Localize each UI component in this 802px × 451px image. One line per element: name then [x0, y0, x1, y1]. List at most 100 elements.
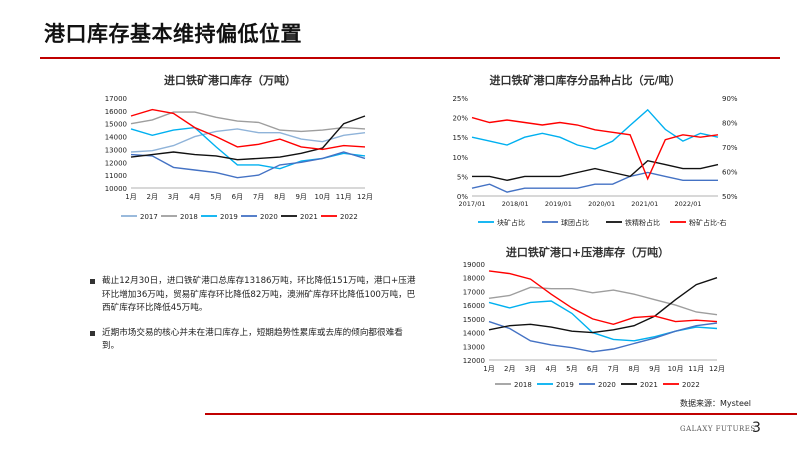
y-tick-label-right: 80%: [722, 120, 738, 128]
chart-share: 0% 5% 10% 15% 20% 25% 50% 60% 70% 80% 90% 2017/01 20…: [452, 95, 738, 227]
page-number: 3: [752, 420, 761, 436]
x-tick-label: 2017/01: [458, 200, 485, 208]
legend-label: 2017: [140, 213, 158, 221]
legend-label: 2018: [514, 381, 532, 389]
y-tick-label: 10000: [105, 185, 127, 193]
x-tick-label: 2月: [504, 365, 515, 373]
x-tick-label: 2022/01: [674, 200, 701, 208]
legend-label: 2019: [556, 381, 574, 389]
legend-label: 粉矿占比-右: [689, 218, 727, 227]
y-tick-label: 17000: [105, 95, 127, 103]
y-tick-label: 19000: [463, 261, 485, 269]
x-tick-label: 2月: [147, 193, 158, 201]
footer-divider: [205, 413, 797, 415]
series-line: [130, 128, 366, 153]
series-line: [130, 115, 366, 161]
y-tick-label: 16000: [105, 108, 127, 116]
y-tick-label-right: 70%: [722, 144, 738, 152]
series-line: [471, 108, 719, 150]
x-tick-label: 4月: [189, 193, 200, 201]
series-line: [488, 270, 718, 326]
legend-label: 2021: [640, 381, 658, 389]
y-tick-label: 15000: [463, 316, 485, 324]
x-tick-label: 2020/01: [588, 200, 615, 208]
series-line: [472, 159, 719, 182]
series-line: [130, 108, 366, 151]
y-tick-label: 17000: [463, 288, 485, 296]
y-tick-label: 14000: [463, 330, 485, 338]
title-divider: [40, 57, 780, 59]
chart3-title: 进口铁矿港口+压港库存（万吨）: [505, 246, 670, 259]
x-tick-label: 11月: [688, 365, 704, 373]
x-tick-label: 7月: [253, 193, 264, 201]
footer-brand: GALAXY FUTURES: [680, 425, 756, 433]
chart-inventory: 10000 11000 12000 13000 14000 15000 16000 17000…: [105, 95, 373, 221]
series-line: [130, 111, 366, 133]
series-line: [488, 277, 718, 334]
x-tick-label: 5月: [566, 365, 577, 373]
bullet-item: 近期市场交易的核心并未在港口库存上，短期趋势性累库或去库的倾向都很难看到。: [88, 327, 418, 354]
series-line: [488, 320, 718, 353]
y-tick-label: 12000: [105, 159, 127, 167]
x-tick-label: 6月: [587, 365, 598, 373]
y-tick-label-left: 15%: [452, 134, 468, 142]
y-tick-label-left: 5%: [457, 173, 468, 181]
bullet-list: 截止12月30日，进口铁矿港口总库存13186万吨，环比降低151万吨，港口+压…: [88, 275, 418, 365]
chart1-title: 进口铁矿港口库存（万吨）: [164, 74, 296, 87]
x-tick-label: 5月: [210, 193, 221, 201]
legend-label: 2022: [682, 381, 700, 389]
y-tick-label: 16000: [463, 302, 485, 310]
series-line: [471, 171, 718, 193]
x-tick-label: 11月: [336, 193, 352, 201]
chart-inventory-plus: 12000 13000 14000 15000 16000 17000 18000 19000…: [463, 261, 725, 389]
chart2-title: 进口铁矿港口库存分品种占比（元/吨）: [489, 74, 681, 87]
y-tick-label-left: 20%: [452, 115, 468, 123]
y-tick-label: 14000: [105, 134, 127, 142]
y-tick-label-right: 50%: [722, 193, 738, 201]
y-tick-label-right: 60%: [722, 169, 738, 177]
y-tick-label: 13000: [105, 146, 127, 154]
y-tick-label-left: 0%: [457, 193, 468, 201]
x-tick-label: 6月: [232, 193, 243, 201]
x-tick-label: 12月: [357, 193, 373, 201]
x-tick-label: 2021/01: [631, 200, 658, 208]
legend-label: 块矿占比: [497, 218, 525, 227]
bullet-item: 截止12月30日，进口铁矿港口总库存13186万吨，环比降低151万吨，港口+压…: [88, 275, 418, 316]
y-tick-label: 11000: [105, 172, 127, 180]
legend-label: 2022: [340, 213, 358, 221]
y-tick-label: 15000: [105, 121, 127, 129]
x-tick-label: 8月: [628, 365, 639, 373]
x-tick-label: 9月: [649, 365, 660, 373]
legend-label: 铁精粉占比: [625, 218, 660, 227]
series-line: [488, 286, 718, 316]
x-tick-label: 10月: [314, 193, 330, 201]
x-tick-label: 7月: [608, 365, 619, 373]
y-tick-label: 12000: [463, 357, 485, 365]
x-tick-label: 12月: [709, 365, 725, 373]
x-tick-label: 3月: [525, 365, 536, 373]
x-tick-label: 8月: [274, 193, 285, 201]
legend-label: 2019: [220, 213, 238, 221]
x-tick-label: 3月: [168, 193, 179, 201]
x-tick-label: 2019/01: [545, 200, 572, 208]
legend-label: 2020: [598, 381, 616, 389]
y-tick-label-right: 90%: [722, 95, 738, 103]
x-tick-label: 1月: [125, 193, 136, 201]
x-tick-label: 4月: [545, 365, 556, 373]
legend-label: 球团占比: [561, 218, 589, 227]
y-tick-label-left: 10%: [452, 154, 468, 162]
x-tick-label: 9月: [295, 193, 306, 201]
y-tick-label: 18000: [463, 275, 485, 283]
x-tick-label: 1月: [483, 365, 494, 373]
legend-label: 2021: [300, 213, 318, 221]
series-line: [471, 116, 719, 181]
legend-label: 2020: [260, 213, 278, 221]
series-line: [130, 151, 366, 179]
page-title: 港口库存基本维持偏低位置: [44, 22, 302, 46]
legend-label: 2018: [180, 213, 198, 221]
data-source: 数据来源：Mysteel: [680, 399, 752, 408]
y-tick-label: 13000: [463, 343, 485, 351]
x-tick-label: 10月: [668, 365, 684, 373]
x-tick-label: 2018/01: [502, 200, 529, 208]
y-tick-label-left: 25%: [452, 95, 468, 103]
